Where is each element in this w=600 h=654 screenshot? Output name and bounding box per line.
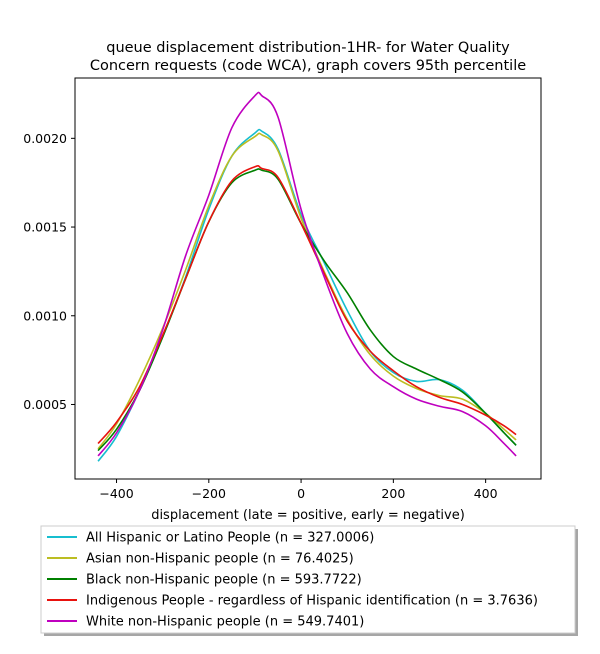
x-tick-label: 200 xyxy=(381,486,405,501)
y-tick-label: 0.0015 xyxy=(23,220,67,235)
y-tick-label: 0.0010 xyxy=(23,308,67,323)
x-axis-label: displacement (late = positive, early = n… xyxy=(151,508,465,523)
legend: All Hispanic or Latino People (n = 327.0… xyxy=(40,525,578,636)
chart-title-line-2: Concern requests (code WCA), graph cover… xyxy=(90,58,526,74)
chart-title-line-1: queue displacement distribution-1HR- for… xyxy=(106,40,510,56)
series-line-1 xyxy=(97,128,517,462)
legend-label: Black non-Hispanic people (n = 593.7722) xyxy=(86,573,362,588)
x-axis-ticks: −400 −200 0 200 400 xyxy=(99,479,498,501)
x-tick-label: 400 xyxy=(474,486,498,501)
legend-box xyxy=(40,525,576,634)
x-tick-label: 0 xyxy=(297,486,305,501)
series-line-2 xyxy=(97,132,517,450)
legend-label: White non-Hispanic people (n = 549.7401) xyxy=(86,615,364,630)
y-tick-label: 0.0020 xyxy=(23,131,67,146)
y-tick-label: 0.0005 xyxy=(23,397,67,412)
plot-area-frame xyxy=(74,77,542,480)
series-line-4 xyxy=(97,165,517,445)
legend-label: Asian non-Hispanic people (n = 76.4025) xyxy=(86,552,354,567)
x-tick-label: −200 xyxy=(192,486,226,501)
series-layer xyxy=(97,91,517,462)
x-tick-label: −400 xyxy=(99,486,133,501)
legend-label: All Hispanic or Latino People (n = 327.0… xyxy=(86,531,374,546)
legend-entries: All Hispanic or Latino People (n = 327.0… xyxy=(47,531,538,630)
series-line-5 xyxy=(97,91,517,457)
legend-label: Indigenous People - regardless of Hispan… xyxy=(86,594,538,609)
y-axis-ticks: 0.0005 0.0010 0.0015 0.0020 xyxy=(23,131,75,412)
